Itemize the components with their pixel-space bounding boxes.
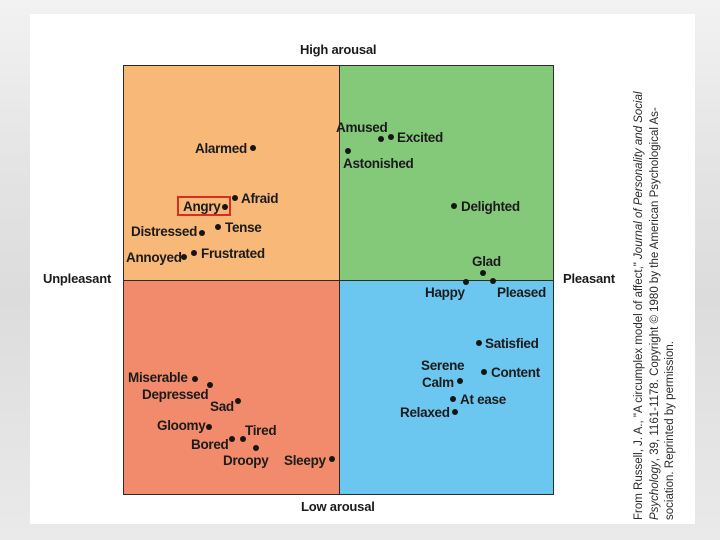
emotion-label-sleepy: Sleepy (284, 453, 326, 468)
emotion-label-afraid: Afraid (241, 191, 279, 206)
emotion-label-sad: Sad (210, 399, 234, 414)
emotion-dot-tense (215, 224, 221, 230)
emotion-dot-droopy (253, 445, 259, 451)
emotion-dot-alarmed (250, 145, 256, 151)
emotion-label-miserable: Miserable (128, 370, 188, 385)
citation-line-2: Psychology, 39, 1161-1178. Copyright © 1… (648, 107, 661, 520)
angry-highlight-box (177, 196, 231, 216)
emotion-dot-content (481, 369, 487, 375)
emotion-label-droopy: Droopy (223, 453, 269, 468)
emotion-dot-angry (222, 204, 228, 210)
emotion-dot-excited (388, 134, 394, 140)
axis-label-pleasant: Pleasant (563, 271, 615, 286)
emotion-dot-distressed (199, 230, 205, 236)
emotion-label-relaxed: Relaxed (400, 405, 450, 420)
emotion-dot-amused (378, 136, 384, 142)
quadrant-low-arousal-pleasant (339, 280, 554, 495)
quadrant-high-arousal-pleasant (339, 65, 554, 281)
emotion-label-at-ease: At ease (460, 392, 506, 407)
emotion-dot-afraid (232, 195, 238, 201)
emotion-label-excited: Excited (397, 130, 443, 145)
emotion-label-happy: Happy (425, 285, 465, 300)
emotion-dot-satisfied (476, 340, 482, 346)
emotion-dot-relaxed (452, 409, 458, 415)
emotion-label-serene: Serene (421, 358, 465, 373)
emotion-label-bored: Bored (191, 437, 229, 452)
quadrant-high-arousal-unpleasant (123, 65, 340, 281)
emotion-label-angry: Angry (183, 199, 221, 214)
emotion-label-depressed: Depressed (142, 387, 209, 402)
citation-line-3: sociation. Reprinted by permission. (664, 341, 676, 520)
emotion-label-alarmed: Alarmed (195, 141, 247, 156)
emotion-label-frustrated: Frustrated (201, 246, 265, 261)
emotion-label-distressed: Distressed (131, 224, 198, 239)
emotion-dot-happy (463, 279, 469, 285)
emotion-dot-miserable (192, 376, 198, 382)
emotion-label-tired: Tired (245, 423, 277, 438)
emotion-dot-delighted (451, 203, 457, 209)
emotion-dot-sleepy (329, 456, 335, 462)
emotion-dot-calm (457, 378, 463, 384)
emotion-dot-gloomy (206, 424, 212, 430)
emotion-dot-pleased (490, 278, 496, 284)
emotion-dot-at-ease (450, 396, 456, 402)
emotion-dot-annoyed (181, 254, 187, 260)
emotion-dot-bored (229, 436, 235, 442)
emotion-label-satisfied: Satisfied (485, 336, 539, 351)
citation-line-1: From Russell, J. A., "A circumplex model… (633, 91, 645, 520)
emotion-label-pleased: Pleased (497, 285, 546, 300)
axis-label-high-arousal: High arousal (300, 42, 377, 57)
emotion-label-amused: Amused (336, 120, 388, 135)
emotion-label-astonished: Astonished (343, 156, 414, 171)
emotion-label-delighted: Delighted (461, 199, 520, 214)
emotion-label-gloomy: Gloomy (157, 418, 206, 433)
emotion-dot-sad (235, 398, 241, 404)
emotion-label-glad: Glad (472, 254, 501, 269)
emotion-dot-glad (480, 270, 486, 276)
axis-label-low-arousal: Low arousal (301, 499, 375, 514)
emotion-dot-astonished (345, 148, 351, 154)
emotion-dot-frustrated (191, 250, 197, 256)
source-citation: From Russell, J. A., "A circumplex model… (632, 40, 679, 520)
emotion-label-tense: Tense (225, 220, 262, 235)
emotion-dot-depressed (207, 382, 213, 388)
emotion-label-annoyed: Annoyed (126, 250, 182, 265)
emotion-label-content: Content (491, 365, 540, 380)
axis-label-unpleasant: Unpleasant (43, 271, 112, 286)
emotion-dot-tired (240, 436, 246, 442)
emotion-label-calm: Calm (422, 375, 454, 390)
